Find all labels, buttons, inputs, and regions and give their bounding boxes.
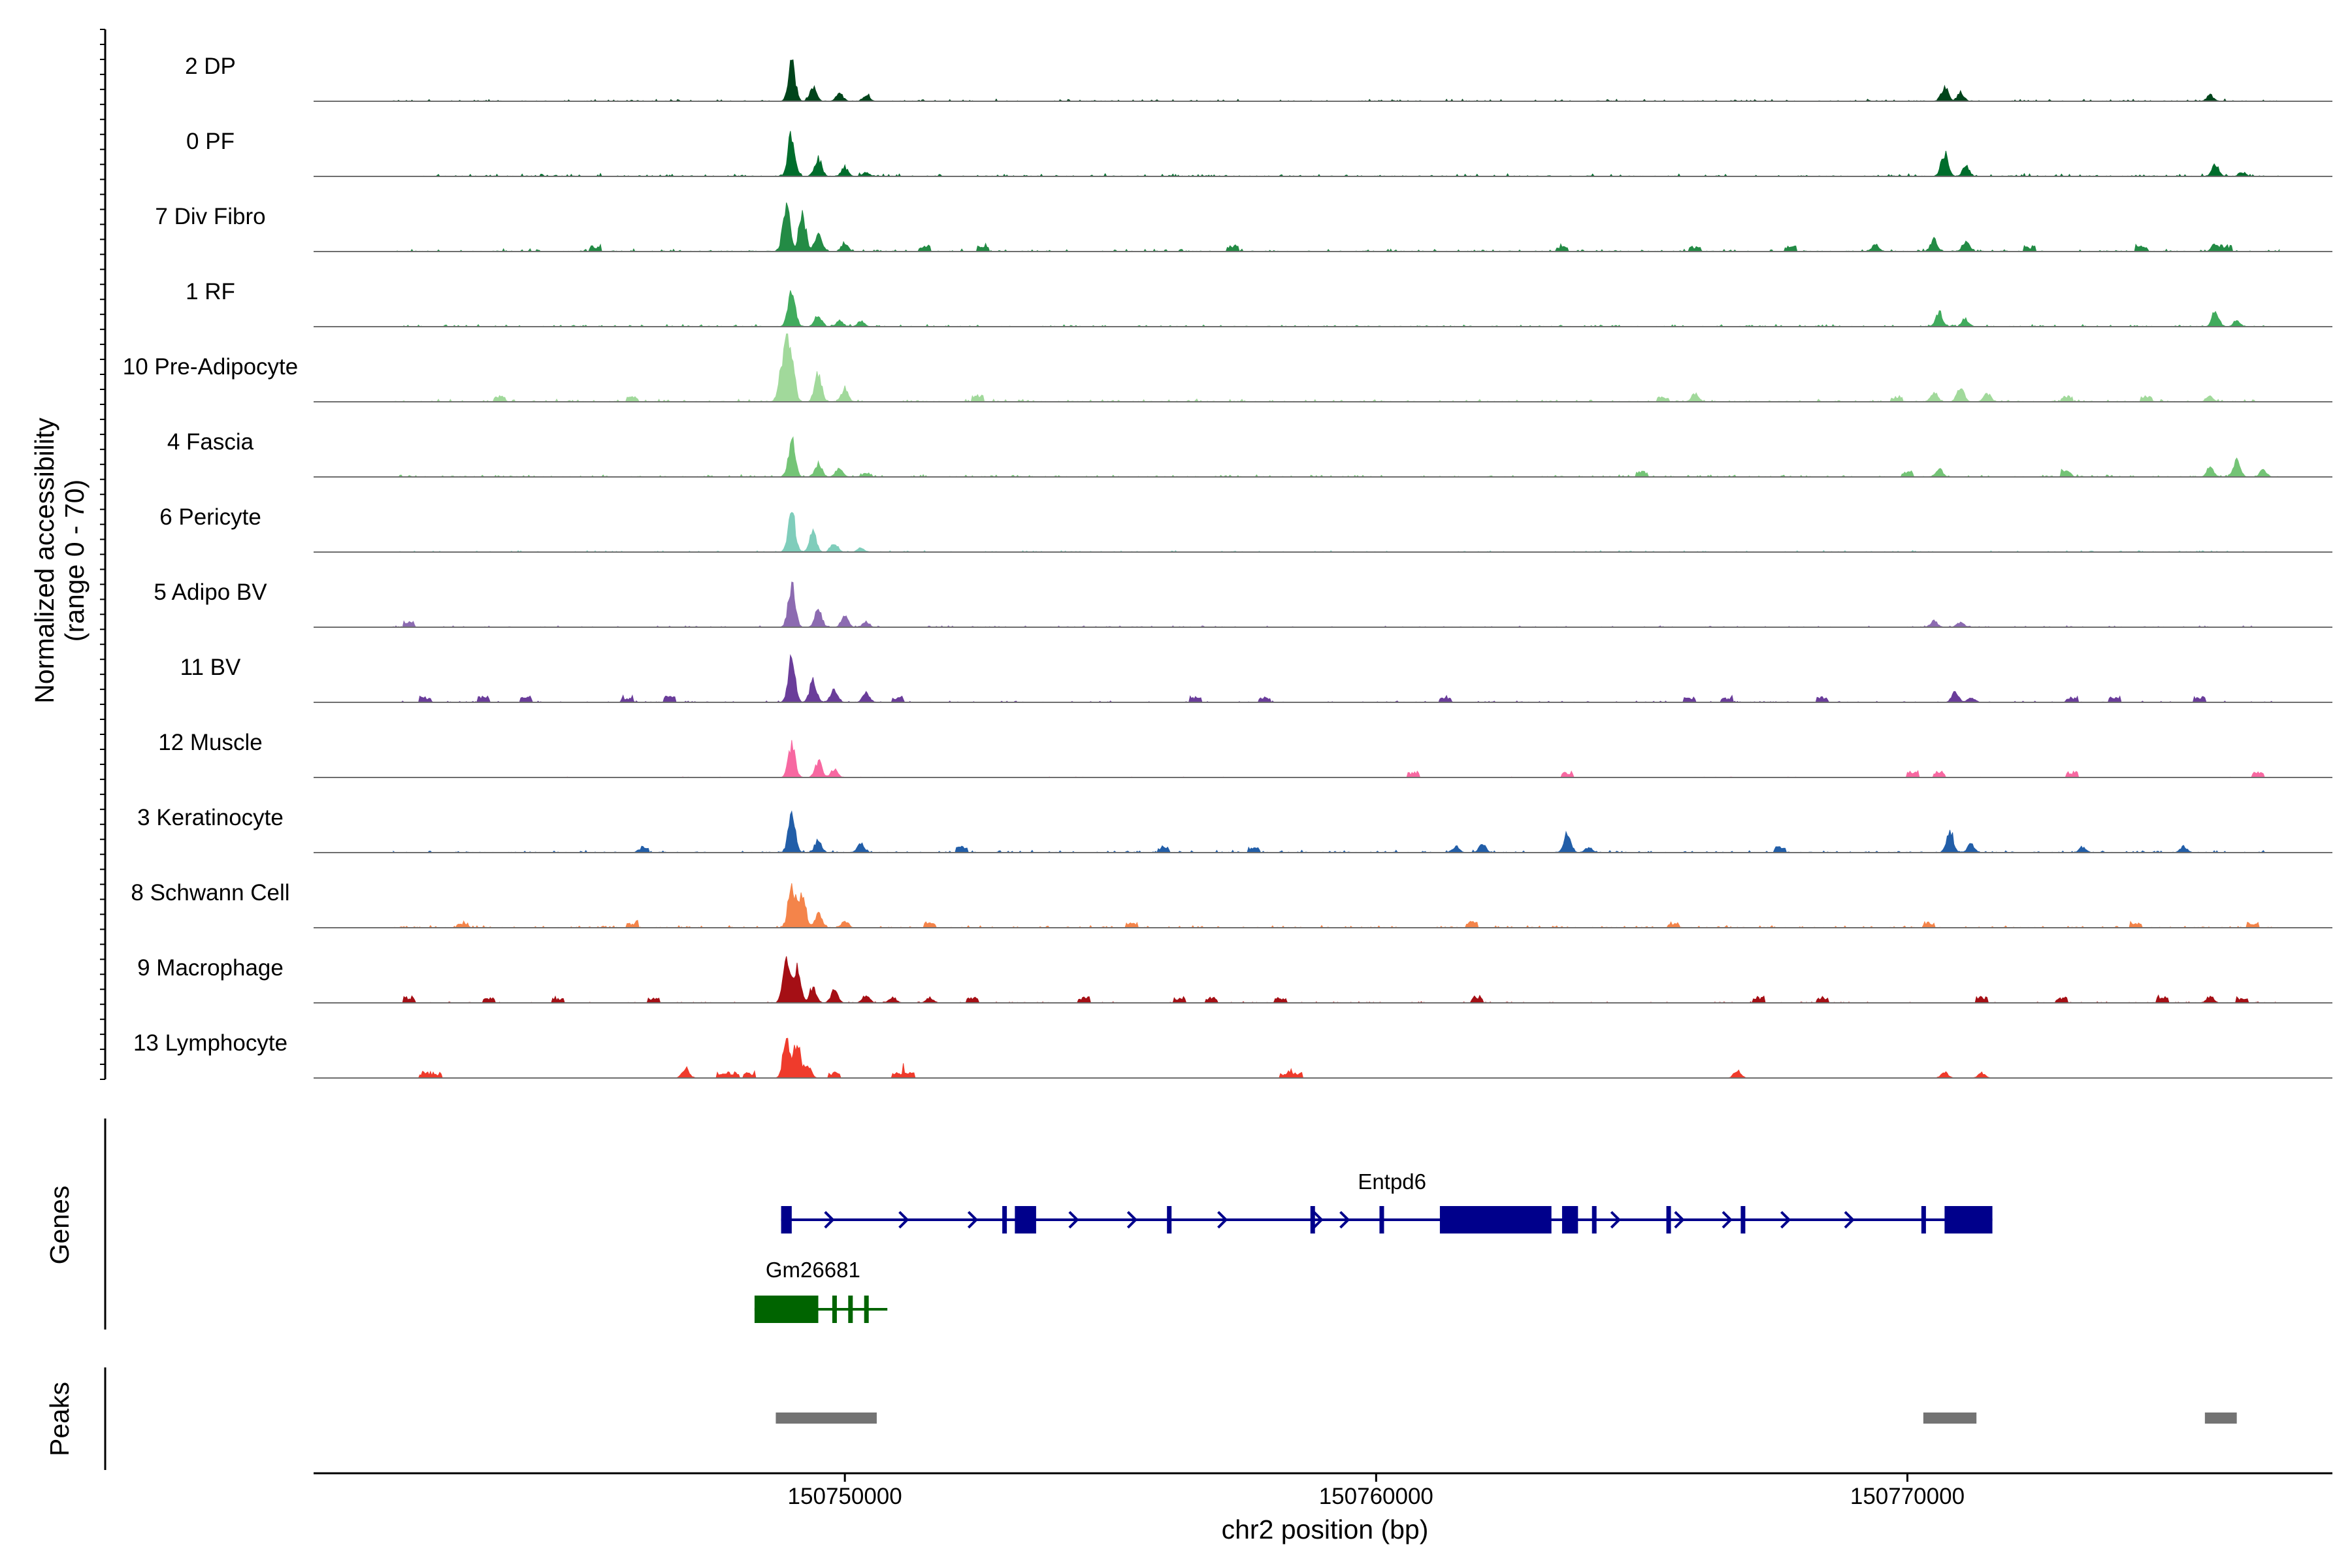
strand-arrow bbox=[1674, 1211, 1685, 1229]
strand-arrow bbox=[1844, 1211, 1855, 1229]
coverage-track-2 bbox=[393, 131, 2280, 177]
track-label: 13 Lymphocyte bbox=[133, 1030, 287, 1056]
gene-exon bbox=[1592, 1206, 1597, 1233]
gene-exon bbox=[1379, 1206, 1384, 1233]
peaks-panel bbox=[104, 1367, 2237, 1470]
coverage-track-1 bbox=[393, 59, 2279, 102]
track-label: 5 Adipo BV bbox=[154, 580, 267, 605]
x-tick-label: 150750000 bbox=[788, 1484, 902, 1509]
track-labels: 2 DP 0 PF 7 Div Fibro 1 RF 10 Pre-Adipocyte 4… bbox=[123, 54, 298, 1056]
strand-arrow bbox=[1313, 1211, 1324, 1229]
gene-exon bbox=[1439, 1206, 1552, 1233]
track-label: 10 Pre-Adipocyte bbox=[123, 354, 298, 380]
strand-arrow bbox=[1722, 1211, 1733, 1229]
gene-exon bbox=[1944, 1206, 1993, 1233]
strand-arrow bbox=[967, 1211, 979, 1229]
coverage-track-7 bbox=[393, 512, 2279, 553]
strand-arrow bbox=[1217, 1211, 1228, 1229]
gene-exon bbox=[781, 1206, 792, 1233]
gene-label-Entpd6: Entpd6 bbox=[1358, 1169, 1426, 1194]
gene-exon bbox=[1167, 1206, 1172, 1233]
gene-label-Gm26681: Gm26681 bbox=[766, 1258, 860, 1282]
gene-exon bbox=[1740, 1206, 1746, 1233]
coverage-track-13 bbox=[393, 956, 2279, 1004]
track-label: 7 Div Fibro bbox=[155, 204, 265, 229]
x-tick-label: 150760000 bbox=[1319, 1484, 1433, 1509]
gene-exon bbox=[1015, 1206, 1036, 1233]
coverage-track-6 bbox=[393, 436, 2279, 478]
gene-exon bbox=[1002, 1206, 1007, 1233]
track-label: 4 Fascia bbox=[167, 429, 254, 455]
coverage-track-4 bbox=[393, 290, 2280, 327]
track-label: 9 Macrophage bbox=[137, 955, 284, 981]
x-axis-title: chr2 position (bp) bbox=[1222, 1514, 1429, 1544]
track-label: 3 Keratinocyte bbox=[137, 805, 284, 830]
genes-panel-label: Genes bbox=[44, 1186, 74, 1265]
track-label: 11 BV bbox=[180, 655, 241, 680]
coverage-track-9 bbox=[393, 654, 2279, 703]
x-tick-label: 150770000 bbox=[1850, 1484, 1965, 1509]
track-label: 12 Muscle bbox=[158, 730, 263, 755]
strand-arrow bbox=[824, 1211, 835, 1229]
peaks-panel-label: Peaks bbox=[44, 1382, 74, 1456]
peak-region bbox=[776, 1413, 877, 1424]
coverage-track-11 bbox=[393, 810, 2279, 853]
coverage-track-5 bbox=[393, 333, 2280, 402]
coverage-track-3 bbox=[393, 202, 2280, 252]
track-label: 6 Pericyte bbox=[159, 504, 261, 530]
strand-arrow bbox=[1126, 1211, 1138, 1229]
peak-region bbox=[1923, 1413, 1977, 1424]
x-axis: 150750000 150760000 150770000 bbox=[314, 1472, 2332, 1509]
coverage-y-axis bbox=[100, 29, 106, 1080]
strand-arrow bbox=[898, 1211, 909, 1229]
strand-arrow bbox=[1339, 1211, 1350, 1229]
track-label: 1 RF bbox=[186, 279, 235, 304]
gene-exon bbox=[832, 1296, 837, 1323]
gene-exon bbox=[1921, 1206, 1926, 1233]
gene-annotation-panel: Entpd6 Gm26681 bbox=[104, 1119, 1993, 1330]
y-axis-title-line1: Normalized accessibility bbox=[29, 417, 59, 704]
track-label: 8 Schwann Cell bbox=[131, 880, 289, 906]
y-axis-title-line2: (range 0 - 70) bbox=[59, 480, 90, 642]
coverage-track-12 bbox=[393, 883, 2279, 928]
gene-exon bbox=[864, 1296, 869, 1323]
peak-region bbox=[2204, 1413, 2237, 1424]
coverage-track-8 bbox=[393, 581, 2279, 628]
coverage-track-14 bbox=[393, 1037, 2279, 1079]
gene-exon bbox=[754, 1296, 819, 1323]
strand-arrow bbox=[1068, 1211, 1079, 1229]
gene-exon bbox=[1561, 1206, 1578, 1233]
strand-arrow bbox=[1780, 1211, 1791, 1229]
gene-exon bbox=[1310, 1206, 1315, 1233]
track-label: 2 DP bbox=[185, 54, 236, 79]
strand-arrow bbox=[1610, 1211, 1622, 1229]
track-label: 0 PF bbox=[186, 129, 235, 154]
gene-exon bbox=[848, 1296, 853, 1323]
gene-exon bbox=[1666, 1206, 1671, 1233]
coverage-track-10 bbox=[393, 740, 2279, 778]
coverage-tracks bbox=[314, 59, 2332, 1079]
